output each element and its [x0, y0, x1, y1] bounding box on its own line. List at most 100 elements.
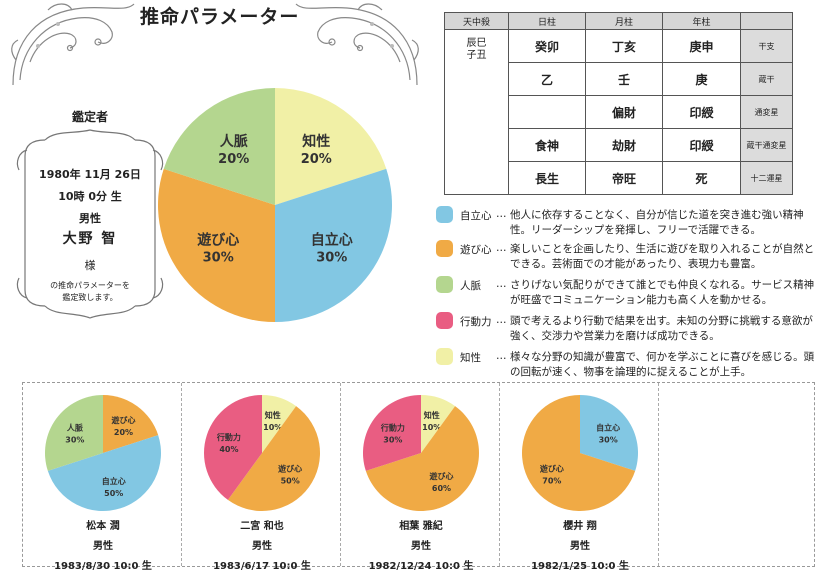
table-cell: 庚申 [662, 29, 741, 63]
pie-slice-label: 知性 [302, 133, 330, 150]
pie-slice-value: 50% [281, 476, 300, 485]
table-row: 辰巳 子丑 癸卯 丁亥 庚申 干支 [444, 29, 793, 195]
legend-swatch [436, 240, 453, 257]
table-cell: 癸卯 [508, 29, 586, 63]
table-header: 日柱 [508, 12, 586, 30]
table-header: 天中殺 [444, 12, 509, 30]
pie-slice-value: 40% [219, 445, 238, 454]
table-cell: 偏財 [585, 95, 663, 129]
pie-slice-value: 30% [65, 436, 84, 445]
legend-name: 人脈 [460, 280, 481, 292]
row-label: 干支 [740, 29, 793, 63]
table-cell: 庚 [662, 62, 741, 96]
row-label: 蔵干通変星 [740, 128, 793, 162]
table-row: 偏財 印綬 通変星 [445, 95, 793, 129]
table-row: 食神 劫財 印綬 蔵干通変星 [445, 128, 793, 162]
pie-slice-label: 行動力 [380, 423, 405, 433]
member-sex: 男性 [252, 541, 272, 552]
profile-name: 大野 智 [62, 231, 118, 247]
pie-slice-value: 20% [218, 152, 249, 167]
profile-note: の推命パラメーターを 鑑定致します。 [15, 280, 165, 304]
pie-slice-label: 知性 [424, 410, 440, 420]
profile-honorific: 様 [84, 259, 96, 272]
pie-slice-label: 自立心 [102, 476, 126, 486]
table-cell: 壬 [585, 62, 663, 96]
member-sex: 男性 [93, 541, 113, 552]
pie-slice-value: 20% [301, 152, 332, 167]
member-birth: 1983/8/30 10:0 生 [54, 561, 152, 572]
table-cell: 死 [662, 161, 741, 195]
main-pie-chart: 知性 20% 自立心 30% 遊び心 30% 人脈 20% [157, 88, 392, 322]
profile-sex: 男性 [79, 212, 101, 225]
pie-slice [204, 395, 262, 500]
tenchu-cell: 辰巳 子丑 [444, 29, 509, 195]
legend-dots: … [496, 278, 507, 290]
pie-slice [262, 395, 297, 453]
table-row: 乙 壬 庚 蔵干 [445, 62, 793, 96]
divider [181, 383, 182, 566]
meishiki-table: 天中殺 日柱 月柱 年柱 辰巳 子丑 癸卯 丁亥 庚申 干支 乙 壬 庚 蔵干 … [444, 12, 793, 195]
member-sex: 男性 [570, 541, 590, 552]
profile-frame [16, 129, 164, 319]
legend-item: 知性 … 様々な分野の知識が豊富で、何かを学ぶことに喜びを感じる。頭の回転が速く… [436, 347, 821, 381]
pie-slice-value: 10% [263, 423, 282, 432]
divider [499, 383, 500, 566]
pie-slice [44, 395, 103, 471]
tenchu-line2: 子丑 [466, 50, 487, 61]
pie-slice [47, 435, 161, 511]
pie-slice [580, 395, 638, 471]
pie-slice-value: 10% [422, 423, 441, 432]
pie-slice [421, 395, 456, 453]
profile-birth-date: 1980年 11月 26日 [39, 168, 141, 181]
legend-desc: さりげない気配りができて誰とでも仲良くなれる。サービス精神が旺盛でコミュニケーシ… [510, 279, 815, 306]
row-label: 蔵干 [740, 62, 793, 96]
pie-slice [163, 88, 275, 205]
legend-desc: 楽しいことを企画したり、生活に遊びを取り入れることが自然とできる。芸術面での才能… [510, 243, 815, 270]
legend-item: 人脈 … さりげない気配りができて誰とでも仲良くなれる。サービス精神が旺盛でコミ… [436, 275, 821, 309]
legend-dots: … [496, 208, 507, 220]
profile-note-line2: 鑑定致します。 [62, 293, 118, 302]
pie-slice-label: 遊び心 [197, 231, 239, 248]
table-cell: 印綬 [662, 128, 741, 162]
legend-swatch [436, 206, 453, 223]
pie-slice [365, 406, 479, 511]
pie-slice-value: 20% [114, 428, 133, 437]
legend-dots: … [496, 314, 507, 326]
divider [658, 383, 659, 566]
member-card: 自立心 30% 遊び心 70% 櫻井 翔 男性 1982/1/25 10:0 生 [500, 393, 660, 572]
table-cell: 長生 [508, 161, 586, 195]
table-cell: 印綬 [662, 95, 741, 129]
tenchu-line1: 辰巳 [466, 38, 487, 49]
legend-name: 遊び心 [460, 244, 492, 256]
legend-swatch [436, 348, 453, 365]
pie-slice-label: 行動力 [216, 432, 241, 442]
pie-slice-label: 人脈 [220, 133, 248, 150]
member-card: 知性 10% 遊び心 60% 行動力 30% 相葉 雅紀 男性 1982/12/24 10… [341, 393, 501, 572]
member-name: 松本 潤 [86, 521, 120, 532]
pie-slice [275, 88, 387, 205]
member-birth: 1982/12/24 10:0 生 [368, 561, 474, 572]
ornament-right [295, 3, 419, 86]
pie-slice-label: 自立心 [311, 231, 353, 248]
table-header [740, 12, 793, 30]
profile-heading: 鑑定者 [71, 110, 108, 124]
member-pie-chart: 知性 10% 遊び心 50% 行動力 40% [204, 395, 320, 511]
legend-desc: 他人に依存することなく、自分が信じた道を突き進む強い精神性。リーダーシップを発揮… [510, 209, 804, 236]
member-name: 相葉 雅紀 [399, 521, 443, 532]
member-name: 櫻井 翔 [563, 521, 597, 532]
pie-slice-value: 30% [383, 436, 402, 445]
row-label: 十二運星 [740, 161, 793, 195]
divider [340, 383, 341, 566]
table-cell: 乙 [508, 62, 586, 96]
pie-slice-label: 自立心 [596, 423, 620, 433]
profile-card: 鑑定者 1980年 11月 26日 10時 0分 生 男性 大野 智 様 の推命… [15, 100, 165, 330]
pie-slice-value: 30% [316, 250, 347, 265]
table-cell: 丁亥 [585, 29, 663, 63]
pie-slice-label: 遊び心 [540, 463, 564, 473]
page-title: 推命パラメーター [140, 6, 300, 28]
table-row: 長生 帝旺 死 十二運星 [445, 161, 793, 195]
member-name: 二宮 和也 [240, 521, 284, 532]
ornament-left [11, 3, 135, 86]
table-cell [508, 95, 586, 129]
pie-slice-value: 70% [542, 476, 561, 485]
